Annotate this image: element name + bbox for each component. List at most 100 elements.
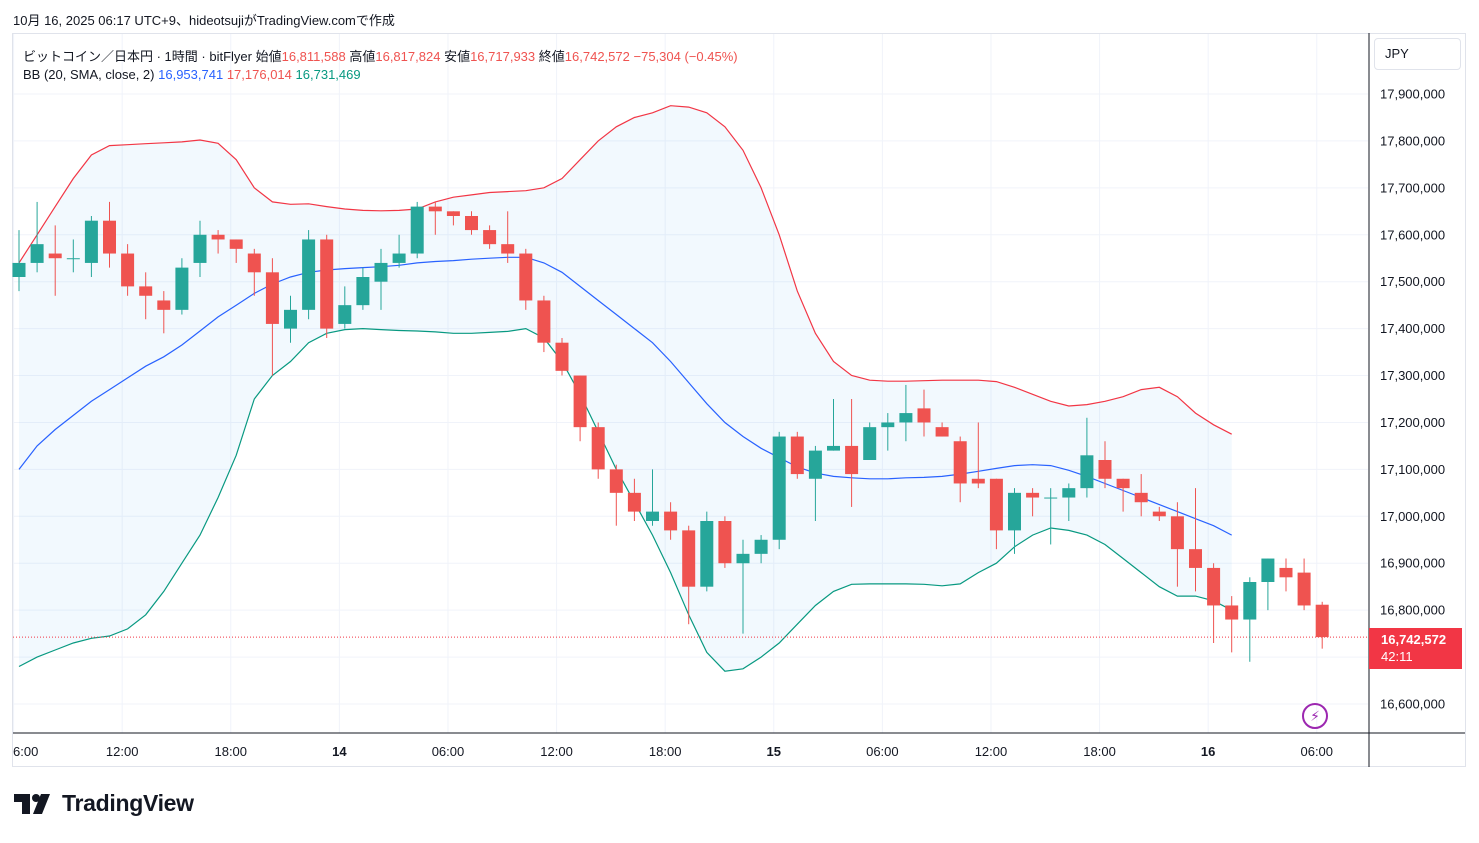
candle xyxy=(790,431,804,479)
x-tick-label: 18:00 xyxy=(214,744,247,759)
candle-body xyxy=(175,267,189,310)
candle xyxy=(211,230,225,254)
y-tick-label: 16,600,000 xyxy=(1380,697,1445,712)
symbol-label[interactable]: ビットコイン／日本円 · 1時間 · bitFlyer xyxy=(23,49,252,64)
bb-label[interactable]: BB (20, SMA, close, 2) xyxy=(23,67,155,82)
candle xyxy=(718,516,732,568)
high-value: 16,817,824 xyxy=(375,49,441,64)
low-value: 16,717,933 xyxy=(470,49,536,64)
chart-frame xyxy=(12,33,1466,767)
x-tick-label: 6:00 xyxy=(13,744,38,759)
candle-body xyxy=(121,253,135,287)
candle xyxy=(446,211,460,226)
candle xyxy=(573,375,587,442)
candle xyxy=(103,201,116,268)
x-tick-label: 12:00 xyxy=(975,744,1008,759)
candle-body xyxy=(84,220,98,263)
candle-body xyxy=(374,262,388,282)
close-value: 16,742,572 xyxy=(564,49,630,64)
candle-body xyxy=(265,272,279,324)
candle-body xyxy=(682,530,696,587)
candle xyxy=(537,295,551,353)
candle-body xyxy=(1080,455,1094,489)
change-value: −75,304 (−0.45%) xyxy=(633,49,738,64)
candle xyxy=(1261,558,1275,611)
candle-body xyxy=(247,253,261,273)
candle xyxy=(899,384,913,442)
candle xyxy=(609,464,623,526)
x-tick-label: 14 xyxy=(332,744,347,759)
candle xyxy=(1098,441,1112,489)
bb-basis-value: 16,953,741 xyxy=(158,67,224,82)
candle-body xyxy=(863,427,877,460)
candle xyxy=(1134,474,1148,517)
y-tick-label: 17,200,000 xyxy=(1380,415,1445,430)
candle xyxy=(1315,601,1329,649)
candle-body xyxy=(446,211,460,216)
candle xyxy=(591,422,605,479)
candle xyxy=(989,478,1003,550)
candle-body xyxy=(338,305,352,324)
candle-body xyxy=(700,521,714,587)
x-tick-label: 12:00 xyxy=(540,744,573,759)
candle-body xyxy=(790,436,804,475)
candle xyxy=(48,225,62,296)
candle-body xyxy=(1297,572,1311,606)
candle xyxy=(501,211,515,263)
candle-body xyxy=(917,408,931,423)
candle xyxy=(700,511,714,592)
bollinger-band-fill xyxy=(19,105,1232,672)
candle-body xyxy=(229,239,243,249)
candle xyxy=(1152,506,1166,521)
candle xyxy=(1207,563,1221,643)
candle xyxy=(247,248,261,296)
candle-body xyxy=(827,445,840,451)
candle-body xyxy=(591,427,605,470)
candle xyxy=(1189,488,1202,592)
candle-body xyxy=(30,244,44,263)
x-tick-label: 18:00 xyxy=(1083,744,1116,759)
currency-button[interactable]: JPY xyxy=(1374,38,1461,70)
last-price-tag: 16,742,572 42:11 xyxy=(1369,628,1462,669)
candle-body xyxy=(845,445,859,475)
y-tick-label: 17,600,000 xyxy=(1380,227,1445,242)
candle xyxy=(646,469,659,526)
candle-body xyxy=(48,253,62,259)
candle xyxy=(265,258,279,376)
candle-body xyxy=(284,309,297,329)
open-label: 始値 xyxy=(255,49,282,64)
tradingview-logo[interactable]: TradingView xyxy=(14,790,194,817)
candle xyxy=(808,445,822,521)
candle-body xyxy=(193,234,207,263)
candle xyxy=(320,234,334,338)
candle xyxy=(627,478,641,521)
candle-body xyxy=(971,478,985,484)
candle-body xyxy=(157,300,171,310)
low-label: 安値 xyxy=(444,49,471,64)
candle xyxy=(12,230,26,292)
candle-body xyxy=(989,478,1003,531)
x-tick-label: 18:00 xyxy=(649,744,682,759)
candle xyxy=(356,267,370,310)
candle xyxy=(284,295,297,343)
candle-body xyxy=(428,206,442,212)
y-tick-label: 17,700,000 xyxy=(1380,180,1445,195)
candle-body xyxy=(320,239,334,329)
y-tick-label: 17,000,000 xyxy=(1380,509,1445,524)
candle-body xyxy=(465,216,478,231)
candle xyxy=(157,291,171,334)
candle xyxy=(1225,596,1239,653)
y-tick-label: 17,400,000 xyxy=(1380,321,1445,336)
candle-body xyxy=(410,206,424,254)
candle-body xyxy=(1026,492,1040,498)
candle-body xyxy=(392,253,406,263)
candle-body xyxy=(356,277,370,306)
bb-upper-value: 17,176,014 xyxy=(226,67,292,82)
lightning-icon[interactable]: ⚡ xyxy=(1302,703,1328,729)
y-tick-label: 17,900,000 xyxy=(1380,87,1445,102)
x-tick-label: 15 xyxy=(767,744,781,759)
bb-upper-line xyxy=(18,105,1232,435)
x-tick-label: 16 xyxy=(1201,744,1215,759)
last-price-value: 16,742,572 xyxy=(1381,632,1447,647)
